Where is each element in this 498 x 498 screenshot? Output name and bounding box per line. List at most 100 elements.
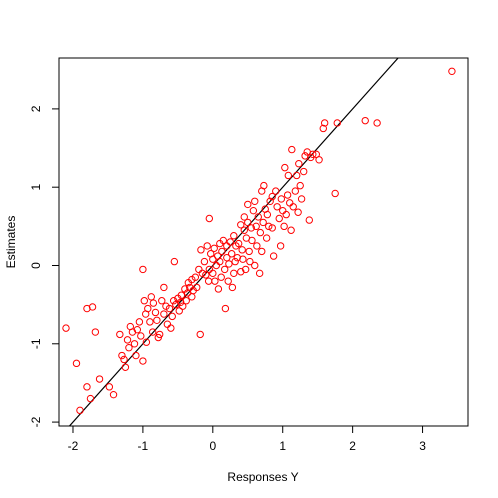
data-point (224, 277, 232, 285)
data-point (331, 189, 339, 198)
data-point (91, 328, 100, 336)
data-point (179, 302, 187, 310)
data-point (309, 150, 317, 159)
data-point (168, 312, 176, 321)
data-point (245, 247, 253, 256)
x-tick-label: 2 (349, 439, 356, 453)
data-point (120, 355, 128, 364)
data-point (191, 273, 200, 281)
data-point (88, 303, 97, 311)
data-point (202, 271, 210, 279)
y-tick-label: 2 (29, 105, 43, 112)
data-point (254, 213, 262, 221)
data-point (160, 310, 168, 318)
data-point (142, 338, 151, 346)
data-point (268, 192, 276, 201)
data-point (223, 253, 231, 262)
data-point (231, 257, 239, 266)
data-point (272, 187, 280, 195)
data-point (216, 257, 224, 266)
data-point (294, 208, 302, 216)
data-point (320, 119, 329, 127)
y-tick-label: 1 (29, 184, 43, 191)
data-point (149, 299, 158, 307)
x-tick-label: 0 (209, 439, 216, 453)
data-point (239, 255, 247, 263)
data-point (135, 318, 144, 326)
data-point (266, 197, 274, 205)
data-point (288, 145, 296, 154)
data-point (155, 330, 164, 339)
data-point (269, 252, 278, 260)
x-tick-label: -2 (68, 439, 79, 453)
data-point (258, 247, 266, 256)
data-point (160, 283, 168, 292)
plot-content (62, 58, 456, 426)
data-point (291, 187, 300, 195)
data-point (246, 257, 254, 266)
data-point (200, 257, 209, 266)
data-point (277, 195, 286, 203)
data-point (211, 277, 219, 285)
data-point (293, 171, 301, 180)
data-point (133, 325, 142, 334)
y-axis-label: Estimates (4, 216, 18, 269)
data-point (210, 244, 218, 252)
data-point (125, 344, 133, 352)
data-point (297, 195, 306, 203)
data-point (249, 206, 258, 215)
data-point (62, 324, 70, 332)
data-point (230, 269, 238, 278)
data-point (241, 265, 250, 274)
data-point (248, 236, 256, 245)
data-point (373, 119, 381, 127)
data-point (251, 261, 259, 270)
data-point (275, 214, 283, 223)
data-point (130, 340, 139, 348)
data-point (280, 222, 288, 231)
data-point (361, 116, 369, 125)
data-point (147, 293, 155, 301)
x-tick-label: 1 (279, 439, 286, 453)
data-point (144, 304, 152, 313)
data-point (273, 203, 281, 211)
data-point (244, 200, 252, 209)
data-point (237, 221, 245, 229)
data-point (268, 224, 276, 232)
data-point (225, 260, 233, 268)
data-point (72, 359, 81, 368)
data-point (234, 239, 243, 248)
y-tick-label: -1 (29, 338, 43, 349)
x-tick-label: -1 (138, 439, 149, 453)
data-point (315, 156, 323, 164)
data-point (296, 181, 304, 190)
data-point (448, 67, 456, 76)
data-point (203, 242, 211, 250)
data-point (255, 269, 264, 278)
data-point (260, 181, 268, 190)
data-point (177, 291, 186, 299)
data-point (281, 163, 289, 172)
data-point (105, 383, 114, 391)
data-point (165, 304, 174, 313)
data-point (83, 383, 91, 391)
plot-frame (58, 57, 469, 427)
data-point (220, 265, 229, 274)
data-point (123, 336, 132, 344)
data-point (251, 197, 259, 205)
data-point (228, 283, 237, 292)
data-point (240, 226, 248, 234)
data-point (287, 226, 295, 234)
data-point (300, 167, 308, 176)
data-point (256, 228, 265, 237)
data-point (158, 297, 166, 305)
point-layer (62, 67, 456, 415)
data-point (305, 216, 313, 224)
data-point (284, 171, 293, 180)
data-point (137, 332, 145, 340)
data-point (197, 246, 205, 254)
data-point (217, 273, 225, 281)
tick-layer: -2 -1 0 1 2 3 -2 -1 0 1 2 (29, 105, 426, 453)
